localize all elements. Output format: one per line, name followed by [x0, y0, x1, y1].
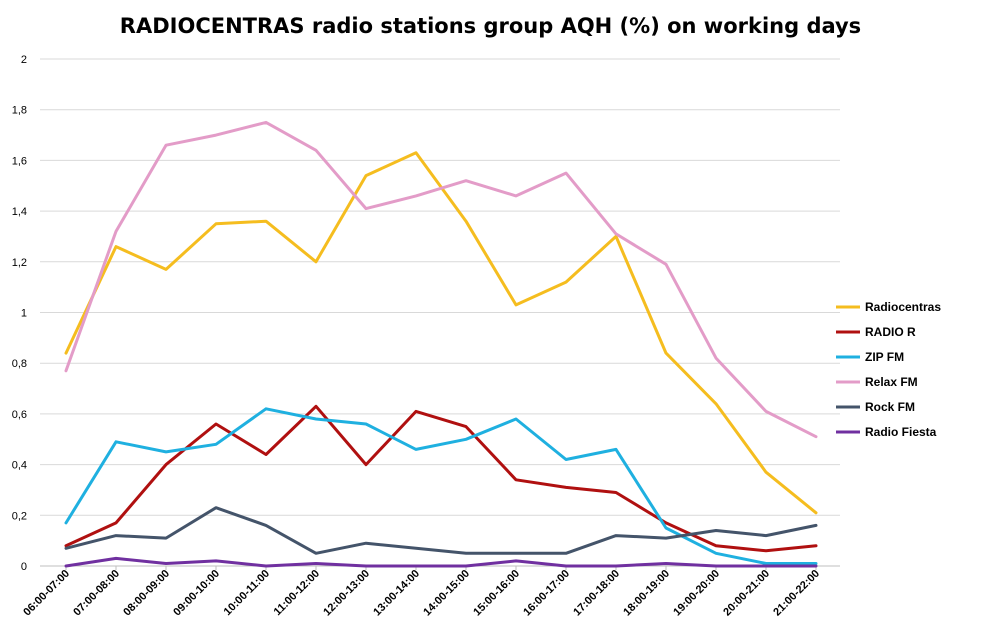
legend-label-relax-fm: Relax FM	[865, 375, 918, 389]
series-line-rock-fm	[64, 506, 818, 555]
x-tick-label: 18:00-19:00	[621, 568, 672, 619]
x-tick-label: 11:00-12:00	[272, 568, 322, 618]
x-tick-label: 13:00-14:00	[371, 568, 422, 619]
x-tick-label: 20:00-21:00	[721, 568, 772, 619]
series-line-zip-fm	[64, 407, 818, 565]
legend-label-radiocentras: Radiocentras	[865, 300, 941, 314]
y-tick-label: 0,8	[12, 358, 27, 370]
x-tick-label: 15:00-16:00	[471, 568, 522, 619]
x-tick-label: 21:00-22:00	[771, 568, 822, 619]
y-tick-label: 1,8	[12, 105, 27, 117]
legend-label-radio-r: RADIO R	[865, 325, 916, 339]
x-tick-label: 08:00-09:00	[121, 568, 172, 619]
x-tick-label: 07:00-08:00	[71, 568, 122, 619]
y-tick-label: 0,4	[12, 460, 27, 472]
y-tick-label: 1	[21, 308, 27, 320]
x-tick-label: 12:00-13:00	[321, 568, 372, 619]
x-tick-label: 16:00-17:00	[521, 568, 572, 619]
chart-title: RADIOCENTRAS radio stations group AQH (%…	[119, 14, 862, 38]
x-tick-label: 09:00-10:00	[171, 568, 222, 619]
x-tick-label: 10:00-11:00	[222, 568, 272, 618]
y-tick-label: 0,2	[12, 510, 27, 522]
legend-label-rock-fm: Rock FM	[865, 400, 915, 414]
x-tick-label: 06:00-07:00	[21, 568, 72, 619]
y-tick-label: 1,4	[12, 206, 27, 218]
y-tick-label: 0	[21, 561, 27, 573]
x-tick-label: 19:00-20:00	[671, 568, 722, 619]
legend-label-zip-fm: ZIP FM	[865, 350, 904, 364]
legend-label-radio-fiesta: Radio Fiesta	[865, 425, 937, 439]
y-tick-label: 1,2	[12, 257, 27, 269]
series-line-relax-fm	[64, 120, 818, 439]
series-line-radio-fiesta	[64, 556, 818, 568]
x-tick-label: 14:00-15:00	[421, 568, 472, 619]
y-tick-label: 1,6	[12, 155, 27, 167]
y-tick-label: 2	[21, 54, 27, 66]
y-tick-label: 0,6	[12, 409, 27, 421]
x-tick-label: 17:00-18:00	[571, 568, 622, 619]
